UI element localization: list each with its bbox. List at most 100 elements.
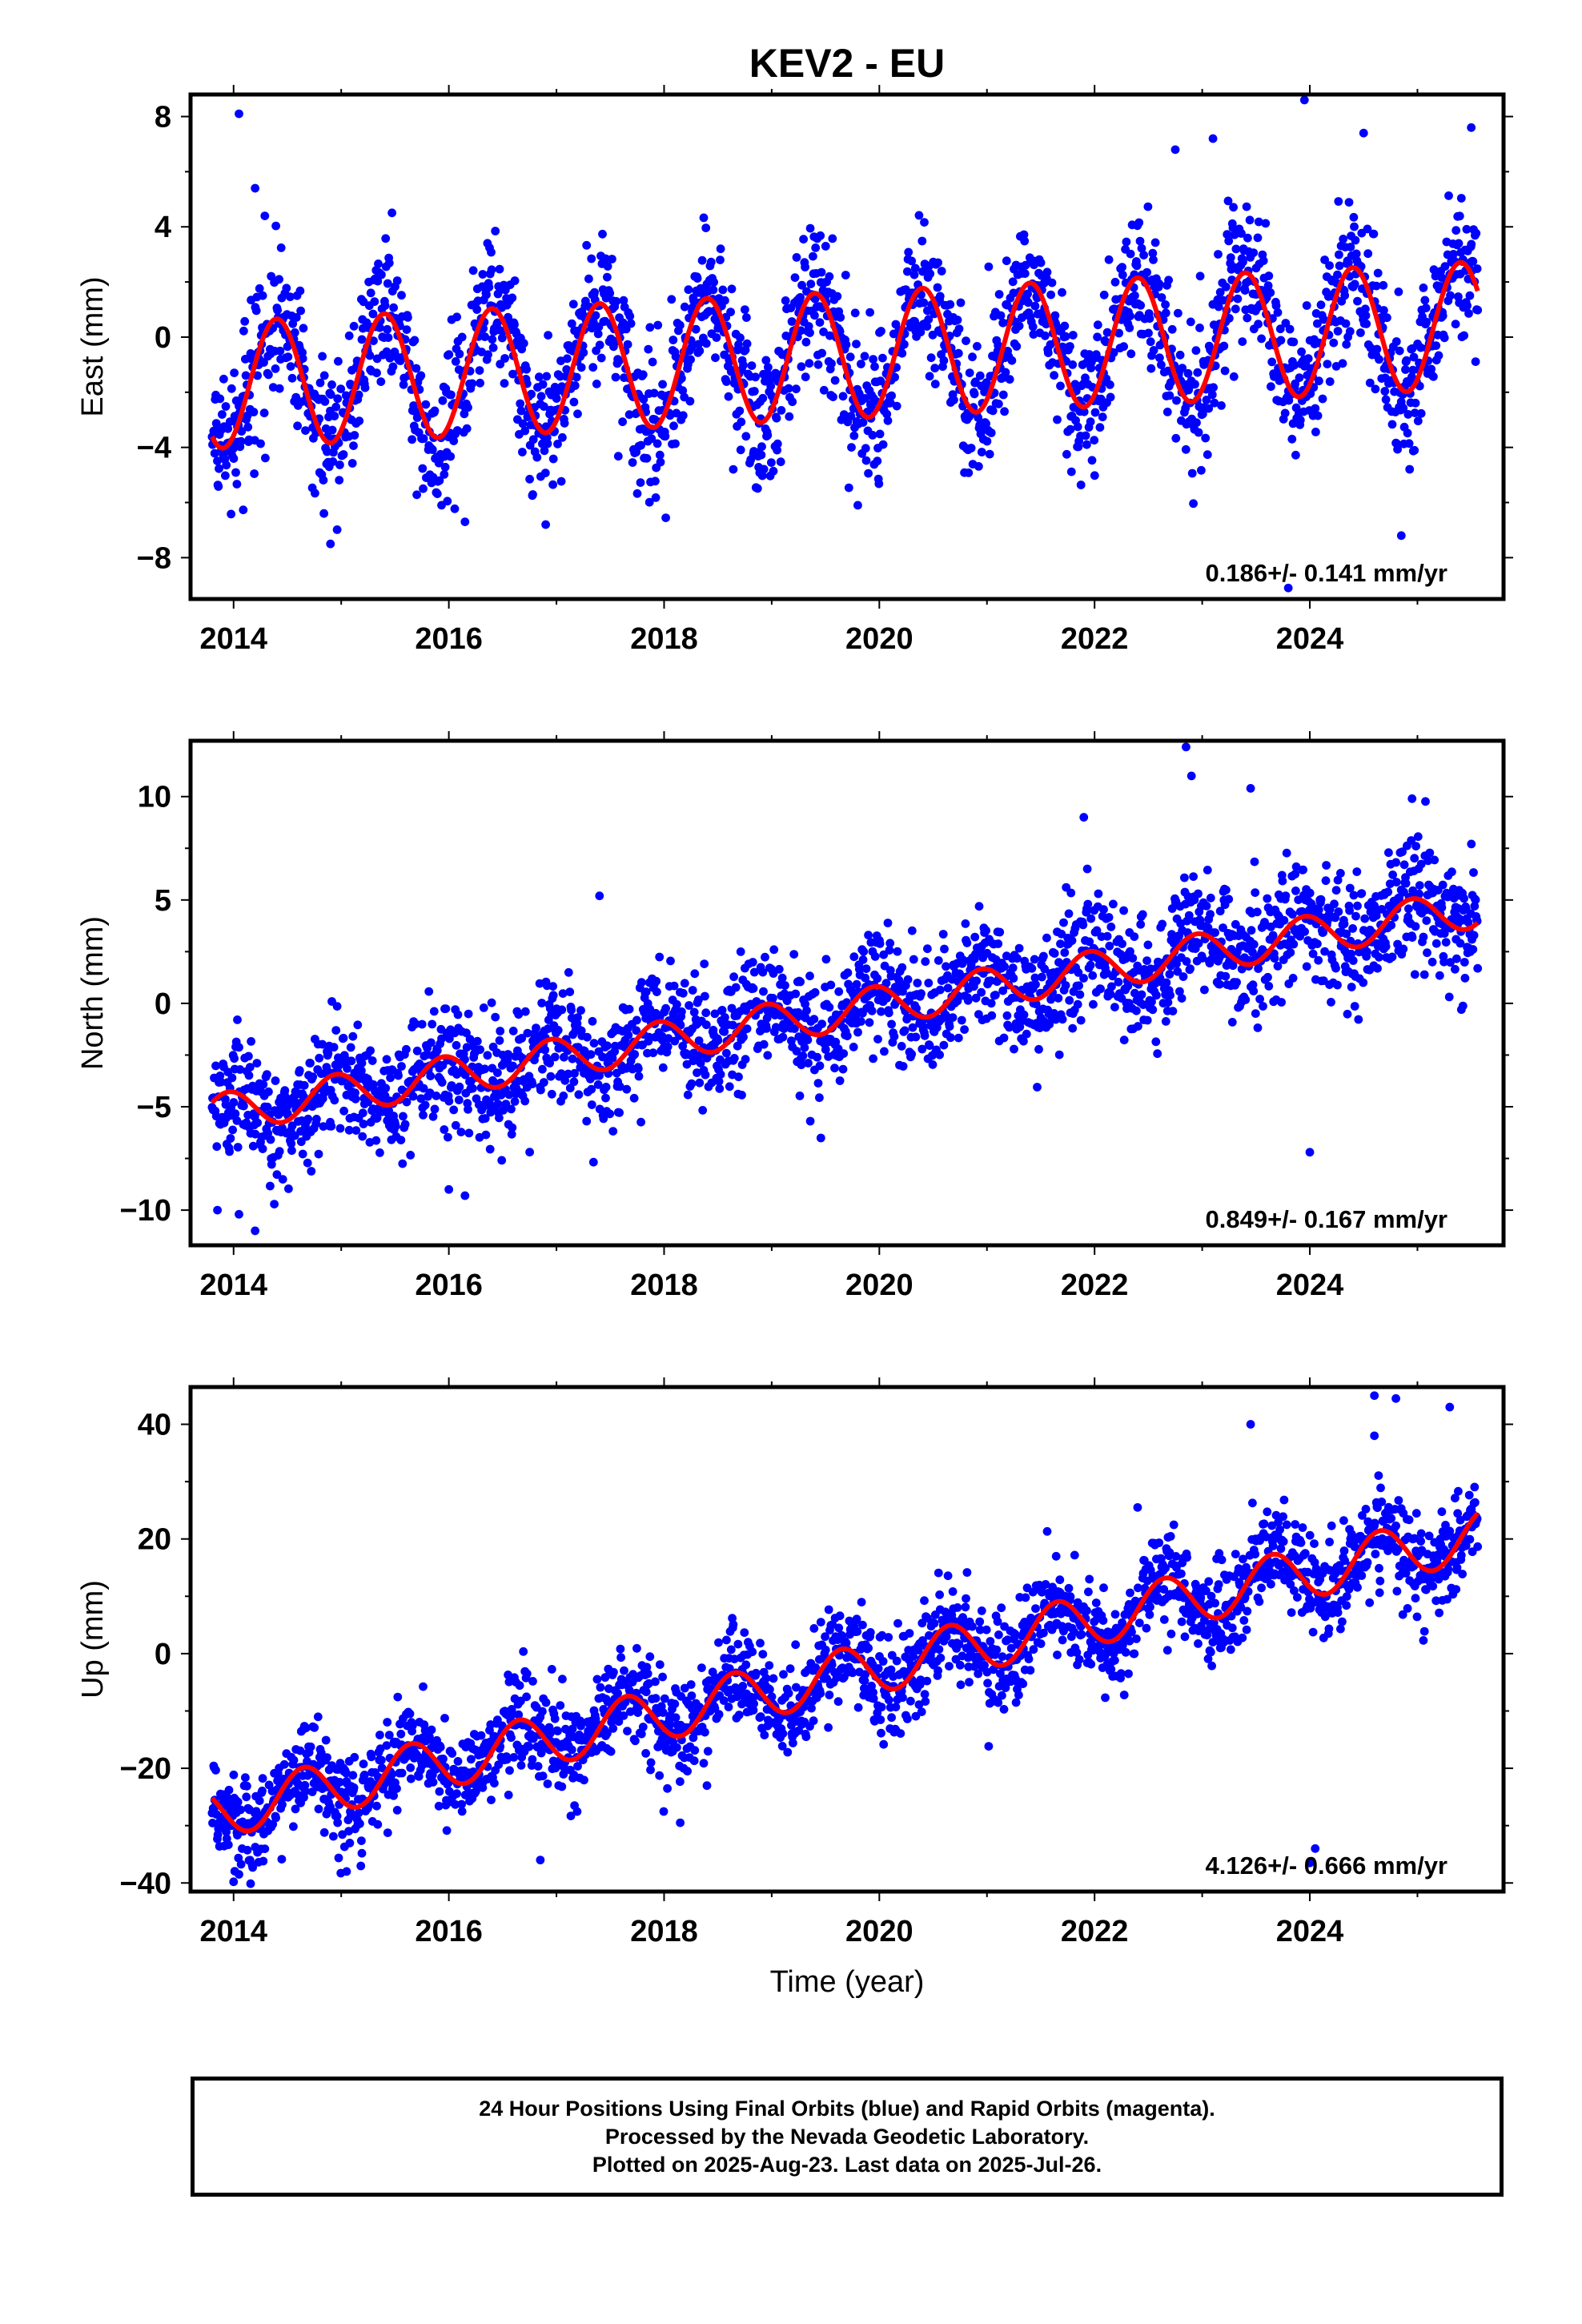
data-point bbox=[937, 267, 946, 275]
data-point bbox=[805, 971, 814, 981]
data-point bbox=[357, 1848, 367, 1858]
data-point bbox=[955, 969, 964, 979]
data-point bbox=[813, 1052, 822, 1062]
data-point bbox=[1403, 428, 1412, 438]
data-point bbox=[817, 1019, 826, 1028]
data-point bbox=[656, 457, 665, 467]
data-point bbox=[1215, 287, 1225, 297]
data-point bbox=[402, 325, 412, 334]
data-point bbox=[671, 439, 680, 448]
data-point bbox=[383, 333, 393, 342]
data-point bbox=[292, 1099, 302, 1108]
data-point bbox=[813, 360, 823, 369]
data-point bbox=[784, 384, 793, 393]
data-point bbox=[1076, 480, 1086, 489]
data-point bbox=[801, 372, 810, 382]
data-point bbox=[550, 1052, 560, 1062]
data-point bbox=[510, 1097, 520, 1106]
data-point bbox=[421, 400, 431, 409]
data-point bbox=[974, 902, 984, 911]
data-point bbox=[1381, 395, 1391, 404]
data-point bbox=[926, 353, 936, 363]
data-point bbox=[1189, 872, 1198, 881]
data-point bbox=[373, 276, 383, 286]
data-point bbox=[339, 450, 348, 459]
data-point bbox=[1318, 394, 1327, 404]
data-point bbox=[994, 290, 1004, 299]
data-point bbox=[1423, 856, 1433, 866]
data-point bbox=[904, 247, 913, 257]
data-point bbox=[950, 396, 958, 404]
data-point bbox=[805, 328, 814, 337]
data-point bbox=[741, 1055, 750, 1064]
data-point bbox=[1308, 949, 1318, 959]
data-point bbox=[734, 340, 743, 349]
data-point bbox=[447, 1081, 456, 1090]
x-tick-label: 2020 bbox=[845, 1269, 913, 1302]
data-point bbox=[695, 346, 705, 356]
data-point bbox=[319, 476, 328, 485]
data-point bbox=[1186, 771, 1196, 781]
data-point bbox=[1060, 948, 1070, 957]
data-point bbox=[287, 373, 297, 383]
data-point bbox=[239, 505, 248, 515]
data-point bbox=[701, 1008, 711, 1018]
data-point bbox=[452, 1040, 461, 1050]
data-point bbox=[331, 1026, 341, 1035]
data-point bbox=[1161, 300, 1170, 309]
data-point bbox=[652, 439, 662, 448]
data-point bbox=[1202, 901, 1211, 911]
data-point bbox=[632, 1026, 641, 1035]
data-point bbox=[943, 983, 953, 993]
data-point bbox=[751, 372, 760, 382]
data-point bbox=[1369, 229, 1379, 239]
data-point bbox=[1079, 813, 1089, 822]
data-point bbox=[260, 211, 270, 220]
data-point bbox=[933, 283, 942, 292]
data-point bbox=[935, 292, 945, 301]
data-point bbox=[567, 319, 576, 328]
data-point bbox=[319, 371, 329, 380]
data-point bbox=[1435, 971, 1444, 980]
data-point bbox=[817, 267, 826, 277]
data-point bbox=[683, 1090, 693, 1100]
data-point bbox=[791, 989, 801, 999]
data-point bbox=[694, 340, 703, 349]
data-point bbox=[1231, 919, 1240, 929]
data-point bbox=[520, 426, 530, 436]
data-point bbox=[1465, 291, 1475, 300]
data-point bbox=[573, 409, 582, 419]
data-point bbox=[1224, 236, 1234, 246]
data-point bbox=[377, 1755, 386, 1765]
data-point bbox=[844, 483, 853, 493]
data-point bbox=[263, 1102, 272, 1112]
data-point bbox=[1342, 340, 1351, 349]
data-point bbox=[810, 311, 819, 320]
data-point bbox=[749, 387, 759, 396]
data-point bbox=[1086, 914, 1096, 923]
data-point bbox=[953, 316, 962, 324]
data-point bbox=[228, 1125, 237, 1135]
data-point bbox=[825, 271, 834, 281]
data-point bbox=[678, 1041, 688, 1051]
data-point bbox=[346, 1043, 355, 1052]
data-point bbox=[1099, 905, 1108, 915]
data-point bbox=[211, 1061, 220, 1071]
data-point bbox=[402, 1097, 412, 1107]
data-point bbox=[669, 981, 679, 991]
data-point bbox=[1365, 378, 1375, 388]
data-point bbox=[213, 456, 222, 465]
data-point bbox=[356, 1861, 366, 1871]
data-point bbox=[1082, 440, 1091, 449]
data-point bbox=[232, 480, 242, 489]
data-point bbox=[838, 1064, 848, 1074]
data-point bbox=[367, 1056, 377, 1065]
data-point bbox=[251, 183, 260, 193]
data-point bbox=[1410, 854, 1419, 863]
data-point bbox=[827, 359, 836, 368]
data-point bbox=[1197, 465, 1206, 475]
data-point bbox=[1359, 978, 1368, 987]
data-point bbox=[859, 947, 869, 956]
data-point bbox=[1166, 991, 1174, 1000]
data-point bbox=[556, 476, 566, 486]
